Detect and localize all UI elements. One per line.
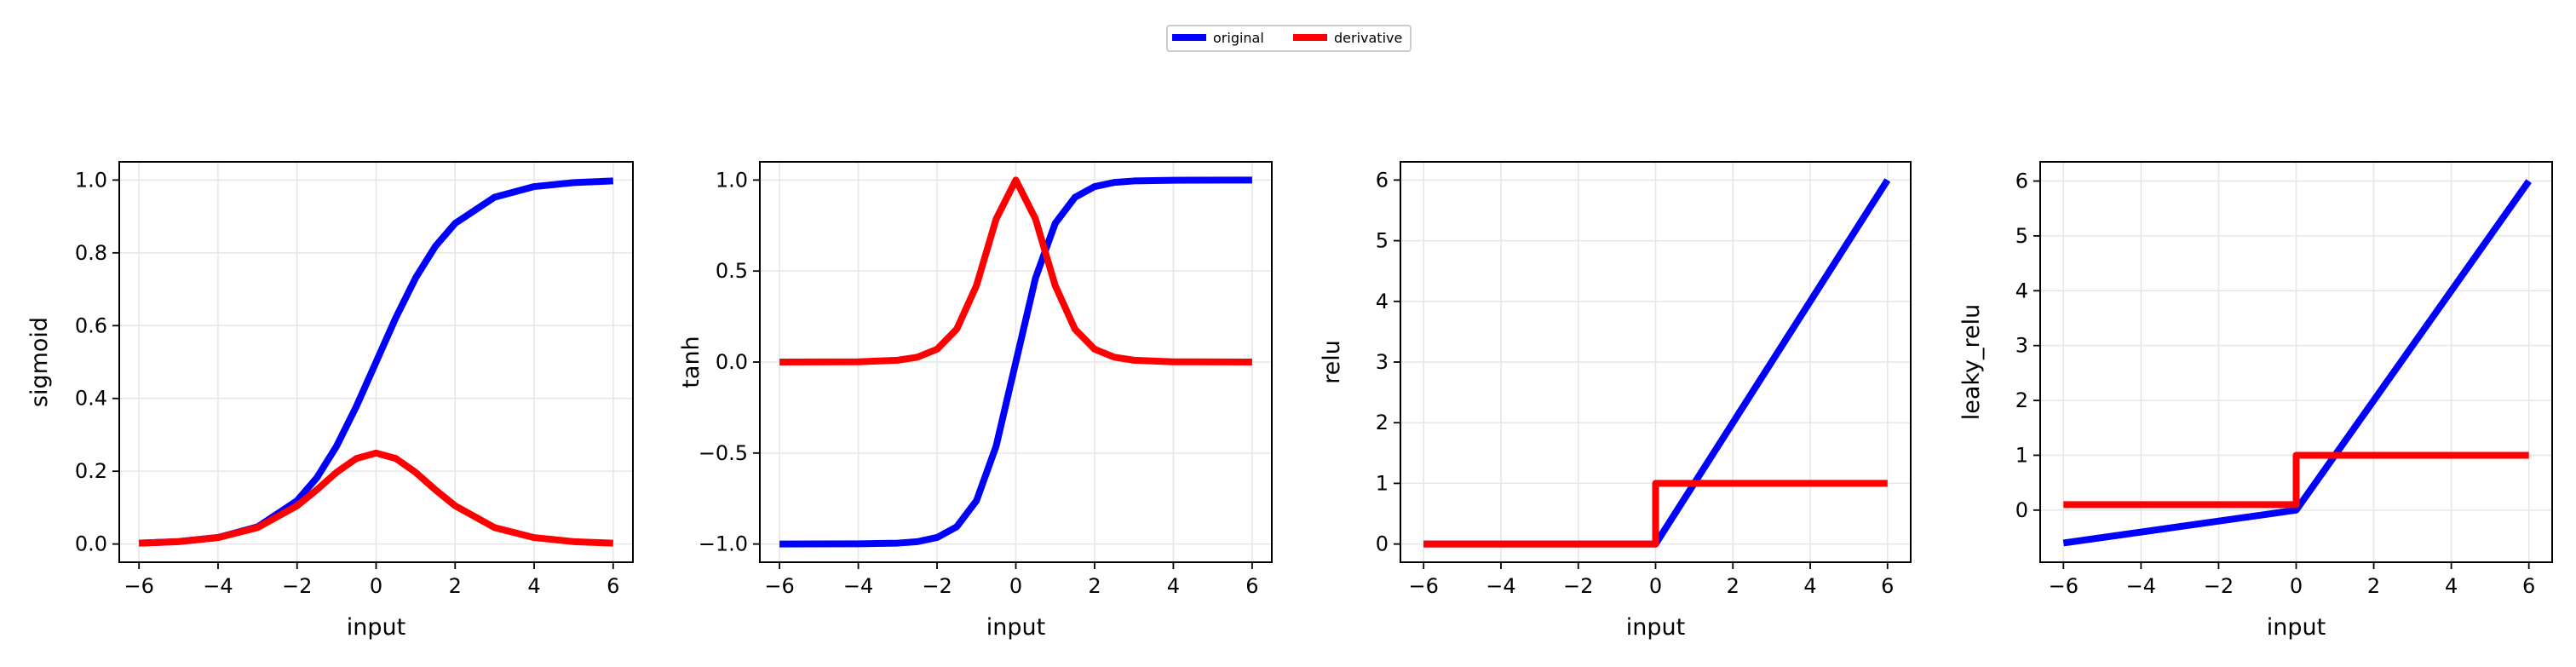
x-tick-label: −2: [922, 574, 952, 598]
legend-frame: [1166, 25, 1412, 52]
y-tick-label: 3: [1376, 350, 1389, 374]
x-tick-label: 0: [2290, 574, 2303, 598]
subplot-sigmoid: −6 −4 −2 0 2 4 6 0.0 0.2 0.4 0.6 0.8 1.0 input sigmoid: [26, 161, 634, 641]
x-axis-label: input: [2267, 614, 2326, 641]
y-tick-label: 1.0: [75, 168, 107, 192]
y-tick-label: 2: [1376, 411, 1389, 434]
series-line-original: [779, 176, 1252, 548]
x-tick-label: 6: [1245, 574, 1258, 598]
subplot-tanh: −6 −4 −2 0 2 4 6 −1.0 −0.5 0.0 0.5 1.0 input tanh: [678, 161, 1273, 641]
y-tick-label: 0: [2015, 498, 2028, 522]
y-axis-label: tanh: [678, 336, 704, 388]
y-axis-label: relu: [1319, 340, 1345, 384]
series-line-derivative: [139, 449, 613, 547]
plot-area: [139, 177, 613, 547]
y-tick-label: −0.5: [699, 441, 748, 465]
x-tick-label: 4: [1167, 574, 1180, 598]
y-tick-label: 5: [2015, 224, 2028, 248]
legend: original derivative: [1166, 25, 1412, 52]
x-axis-label: input: [347, 614, 405, 641]
x-tick-label: −4: [203, 574, 233, 598]
plot-area: [1423, 178, 1891, 548]
y-tick-label: −1.0: [699, 532, 748, 556]
x-tick-label: −6: [2049, 574, 2079, 598]
x-tick-label: 6: [2522, 574, 2535, 598]
x-tick-label: −4: [2126, 574, 2156, 598]
y-tick-label: 0.4: [75, 387, 107, 411]
x-tick-label: 2: [1088, 574, 1101, 598]
series-line-derivative: [779, 176, 1252, 365]
y-tick-label: 6: [1376, 168, 1389, 192]
y-tick-label: 0.6: [75, 313, 107, 337]
x-tick-label: 2: [1727, 574, 1739, 598]
y-tick-label: 2: [2015, 388, 2028, 412]
y-tick-label: 1: [2015, 443, 2028, 467]
subplot-grid: −6 −4 −2 0 2 4 6 0.0 0.2 0.4 0.6 0.8 1.0 input sigmoid…: [26, 161, 2553, 641]
x-tick-label: 0: [1009, 574, 1022, 598]
x-tick-label: 4: [527, 574, 540, 598]
x-tick-label: 0: [370, 574, 382, 598]
series-line-derivative: [2063, 451, 2529, 509]
x-tick-label: −2: [2204, 574, 2234, 598]
y-tick-label: 1: [1376, 471, 1389, 495]
y-tick-label: 0.8: [75, 241, 107, 265]
x-tick-label: −2: [1563, 574, 1593, 598]
x-tick-label: −6: [764, 574, 794, 598]
x-tick-label: 6: [1881, 574, 1894, 598]
plot-area: [2062, 179, 2532, 547]
x-tick-label: 0: [1649, 574, 1662, 598]
y-tick-label: 0.5: [716, 259, 748, 283]
y-tick-label: 5: [1376, 229, 1389, 253]
x-tick-label: 4: [1803, 574, 1816, 598]
y-axis-label: sigmoid: [26, 317, 53, 407]
x-axis-label: input: [1626, 614, 1685, 641]
subplot-leaky-relu: −6 −4 −2 0 2 4 6 0 1 2 3 4 5 6 input leaky_relu: [1958, 161, 2553, 641]
legend-label-original: original: [1213, 30, 1264, 46]
y-tick-label: 0: [1376, 532, 1389, 556]
y-axis-label: leaky_relu: [1958, 304, 1985, 421]
x-tick-label: −2: [282, 574, 312, 598]
x-tick-label: 6: [607, 574, 619, 598]
y-tick-label: 0.0: [75, 532, 107, 556]
y-tick-label: 4: [1376, 290, 1389, 313]
y-tick-label: 0.0: [716, 350, 748, 374]
x-axis-label: input: [986, 614, 1045, 641]
y-tick-label: 6: [2015, 170, 2028, 193]
y-tick-label: 0.2: [75, 459, 107, 483]
y-tick-label: 1.0: [716, 168, 748, 192]
series-line-original: [2062, 179, 2532, 547]
x-tick-label: −4: [843, 574, 873, 598]
x-tick-label: −6: [124, 574, 153, 598]
y-tick-label: 3: [2015, 334, 2028, 358]
x-tick-label: 4: [2445, 574, 2458, 598]
x-tick-label: 2: [2367, 574, 2380, 598]
plot-area: [779, 176, 1252, 548]
x-tick-label: −4: [1486, 574, 1515, 598]
legend-label-derivative: derivative: [1334, 30, 1402, 46]
x-tick-label: 2: [449, 574, 462, 598]
series-line-derivative: [1423, 480, 1888, 548]
x-tick-label: −6: [1409, 574, 1439, 598]
subplot-relu: −6 −4 −2 0 2 4 6 0 1 2 3 4 5 6 input relu: [1319, 161, 1912, 641]
y-tick-label: 4: [2015, 279, 2028, 302]
